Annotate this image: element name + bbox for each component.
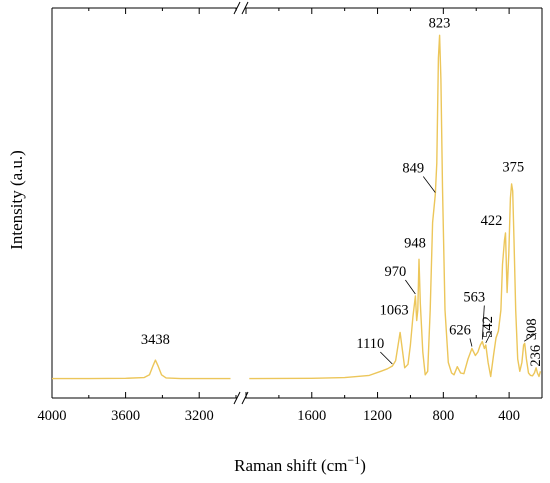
x-tick-label: 1600 [297,408,326,424]
x-tick-label: 400 [498,408,520,424]
peak-label-236: 236 [528,345,544,367]
peak-label-308: 308 [524,318,540,340]
peak-label-375: 375 [502,160,524,176]
x-axis-label-main: Raman shift (cm [234,456,347,475]
peak-label-3438: 3438 [141,332,170,348]
peak-leader-542 [485,330,493,344]
y-axis-label: Intensity (a.u.) [7,150,26,250]
peak-leader-308 [524,332,537,342]
peak-label-422: 422 [481,213,503,229]
x-axis-label-tail: ) [360,456,366,475]
peak-leader-1110 [380,351,393,365]
x-tick-label: 4000 [38,408,67,424]
axis-break-mark [241,391,249,405]
peak-leader-626 [469,338,473,347]
x-tick-label: 800 [432,408,454,424]
spectrum-line-low [249,34,542,380]
x-tick-label: 1200 [363,408,392,424]
peak-label-849: 849 [402,161,424,177]
x-tick-label: 3200 [185,408,214,424]
axis-break-mark [233,391,241,405]
x-axis-label-exponent: −1 [347,453,360,467]
peak-label-626: 626 [449,323,471,339]
axis-break-mark [233,1,241,15]
axis-break-mark [241,1,249,15]
peak-label-563: 563 [463,290,485,306]
peak-label-1110: 1110 [356,336,384,352]
x-axis-label: Raman shift (cm−1) [234,453,366,475]
peak-leader-849 [422,176,436,193]
peak-label-970: 970 [385,264,407,280]
spectrum-line-high [52,359,231,380]
peak-label-948: 948 [404,235,426,251]
x-tick-label: 3600 [111,408,140,424]
peak-label-1063: 1063 [380,302,409,318]
peak-label-542: 542 [480,316,496,338]
peak-label-823: 823 [429,15,451,31]
peak-leader-563 [481,305,485,340]
peak-leader-970 [405,279,416,295]
